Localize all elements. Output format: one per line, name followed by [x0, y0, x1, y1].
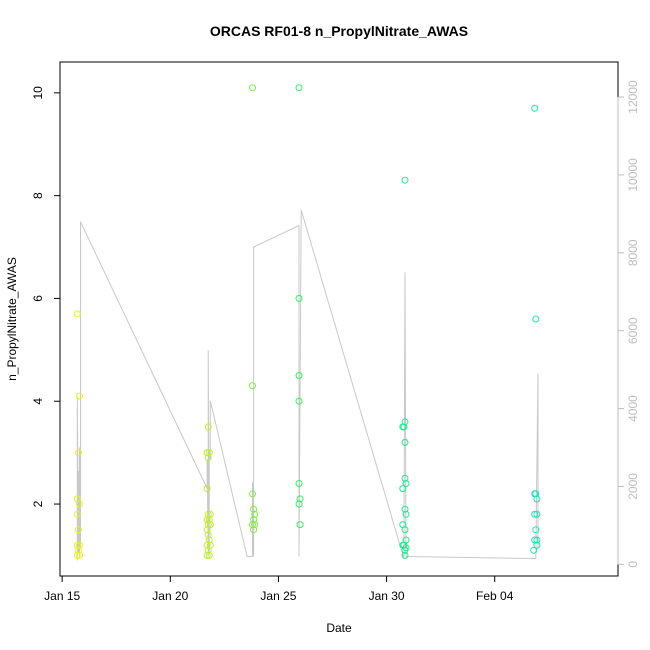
- data-point: [203, 516, 211, 523]
- data-point: [204, 454, 212, 462]
- data-point: [206, 521, 214, 529]
- data-point: [296, 521, 304, 529]
- data-point: [204, 423, 212, 431]
- data-point: [76, 392, 83, 400]
- data-point: [74, 546, 82, 554]
- data-point: [402, 544, 410, 552]
- y-tick-label: 6: [31, 295, 45, 302]
- data-point: [401, 438, 409, 446]
- right-tick-label: 2000: [626, 473, 640, 500]
- data-point: [402, 510, 410, 518]
- data-point: [400, 423, 408, 431]
- y-tick-label: 4: [31, 398, 45, 405]
- data-point: [295, 500, 303, 508]
- data-point: [295, 84, 303, 92]
- data-point: [249, 490, 256, 498]
- data-point: [401, 505, 409, 513]
- data-point: [401, 526, 409, 534]
- data-point: [203, 449, 211, 457]
- data-point: [73, 551, 81, 559]
- x-tick-label: Jan 30: [369, 589, 405, 603]
- right-tick-label: 8000: [626, 239, 640, 266]
- data-point: [402, 480, 410, 487]
- data-point: [401, 474, 409, 482]
- data-point: [533, 510, 541, 518]
- data-point: [533, 495, 541, 503]
- data-point: [296, 495, 304, 503]
- y-tick-label: 8: [31, 192, 45, 199]
- data-point: [250, 505, 258, 513]
- data-point: [204, 546, 212, 554]
- data-point: [203, 526, 211, 534]
- x-axis-label: Date: [326, 621, 352, 635]
- data-point: [204, 531, 212, 539]
- data-point: [533, 536, 541, 544]
- data-point: [73, 510, 81, 518]
- data-point: [531, 510, 539, 518]
- x-axis: Jan 15 Jan 20 Jan 25 Jan 30 Feb 04: [44, 575, 514, 603]
- right-tick-label: 10000: [626, 158, 640, 192]
- data-point: [250, 516, 258, 523]
- x-tick-label: Jan 25: [260, 589, 296, 603]
- x-tick-label: Jan 20: [152, 589, 188, 603]
- data-point: [205, 551, 213, 559]
- data-point: [399, 485, 407, 493]
- data-point: [76, 500, 83, 508]
- y-tick-label: 2: [31, 500, 45, 507]
- data-point: [532, 490, 540, 498]
- data-point: [205, 449, 213, 457]
- x-tick-label: Jan 15: [44, 589, 80, 603]
- data-point: [205, 516, 213, 523]
- chart-title: ORCAS RF01-8 n_PropylNitrate_AWAS: [210, 23, 468, 39]
- data-point: [76, 551, 83, 559]
- data-point: [532, 526, 540, 534]
- data-point: [532, 315, 540, 323]
- right-tick-label: 12000: [626, 80, 640, 114]
- data-point: [204, 510, 212, 518]
- right-axis: 0 2000 4000 6000 8000 10000 12000: [617, 80, 640, 568]
- data-point: [295, 397, 303, 405]
- data-point: [295, 480, 303, 487]
- data-point: [533, 541, 541, 549]
- altitude-line: [76, 209, 539, 561]
- data-point: [73, 541, 81, 549]
- data-point: [204, 521, 212, 529]
- data-point: [206, 510, 214, 518]
- data-point: [251, 510, 259, 518]
- right-tick-label: 4000: [626, 395, 640, 422]
- right-tick-label: 6000: [626, 317, 640, 344]
- data-point: [76, 541, 83, 549]
- data-point: [249, 382, 256, 390]
- data-point: [401, 551, 409, 559]
- data-point: [249, 84, 256, 92]
- data-point: [74, 449, 82, 457]
- data-point: [295, 372, 303, 379]
- data-point: [251, 521, 259, 529]
- data-point: [295, 294, 303, 302]
- data-point: [250, 526, 258, 534]
- points-layer: [73, 84, 541, 559]
- right-tick-label: 0: [626, 561, 640, 568]
- x-tick-label: Feb 04: [476, 589, 514, 603]
- data-point: [530, 546, 538, 554]
- data-point: [249, 521, 256, 529]
- data-point: [203, 551, 211, 559]
- data-point: [74, 526, 82, 534]
- data-point: [203, 541, 211, 549]
- data-point: [531, 104, 539, 112]
- data-point: [203, 485, 211, 493]
- y-axis: 2 4 6 8 10: [31, 86, 61, 507]
- y-axis-label: n_PropylNitrate_AWAS: [5, 257, 19, 381]
- data-point: [73, 310, 81, 318]
- data-point: [401, 176, 409, 184]
- y-tick-label: 10: [31, 86, 45, 100]
- altitude-line-layer: [76, 209, 539, 561]
